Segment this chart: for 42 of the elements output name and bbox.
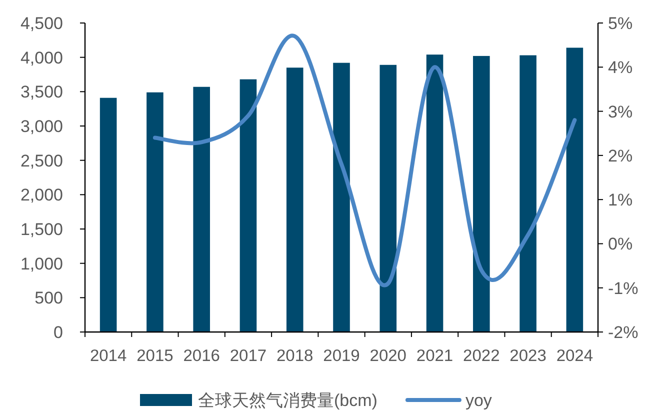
y-tick-label: 1,500 <box>20 220 63 239</box>
bar <box>146 92 164 332</box>
bar <box>240 79 257 332</box>
y-tick-label: 0 <box>54 323 63 342</box>
y-tick-label: 4,500 <box>20 14 63 33</box>
x-tick-label: 2021 <box>416 347 454 365</box>
bar <box>566 48 584 332</box>
y2-tick-label: -1% <box>608 278 638 298</box>
bar <box>426 54 444 332</box>
bar <box>380 64 397 332</box>
x-tick-label: 2019 <box>323 347 360 365</box>
y-tick-label: 2,500 <box>20 151 63 170</box>
x-tick-label: 2022 <box>463 347 500 365</box>
y2-tick-label: 2% <box>608 146 633 166</box>
y-tick-label: 500 <box>34 288 63 308</box>
x-tick-label: 2015 <box>136 347 174 365</box>
y2-tick-label: 5% <box>608 14 633 33</box>
y-tick-label: 2,000 <box>20 186 63 205</box>
x-tick-label: 2018 <box>276 347 314 365</box>
y2-tick-label: 0% <box>608 234 633 254</box>
bar <box>520 55 536 332</box>
bar <box>333 62 350 332</box>
x-tick-label: 2024 <box>556 347 594 365</box>
x-tick-label: 2016 <box>183 347 220 365</box>
x-tick-label: 2014 <box>90 347 127 365</box>
y-tick-label: 3,000 <box>20 117 63 136</box>
x-tick-label: 2017 <box>230 347 267 365</box>
bar <box>473 56 490 332</box>
bar <box>286 68 304 332</box>
y2-tick-label: 4% <box>608 58 633 78</box>
y-tick-label: 3,500 <box>20 82 63 102</box>
bar <box>100 98 117 332</box>
legend-label: 全球天然气消费量(bcm) <box>198 391 378 410</box>
y-tick-label: 4,000 <box>20 48 63 68</box>
y2-tick-label: 3% <box>608 102 633 122</box>
x-tick-label: 2020 <box>370 347 406 365</box>
legend-label: yoy <box>465 391 492 410</box>
y-tick-label: 1,000 <box>20 254 63 274</box>
y2-tick-label: -2% <box>608 323 638 342</box>
y2-tick-label: 1% <box>608 190 633 210</box>
x-tick-label: 2023 <box>510 347 546 365</box>
bar <box>193 86 210 332</box>
